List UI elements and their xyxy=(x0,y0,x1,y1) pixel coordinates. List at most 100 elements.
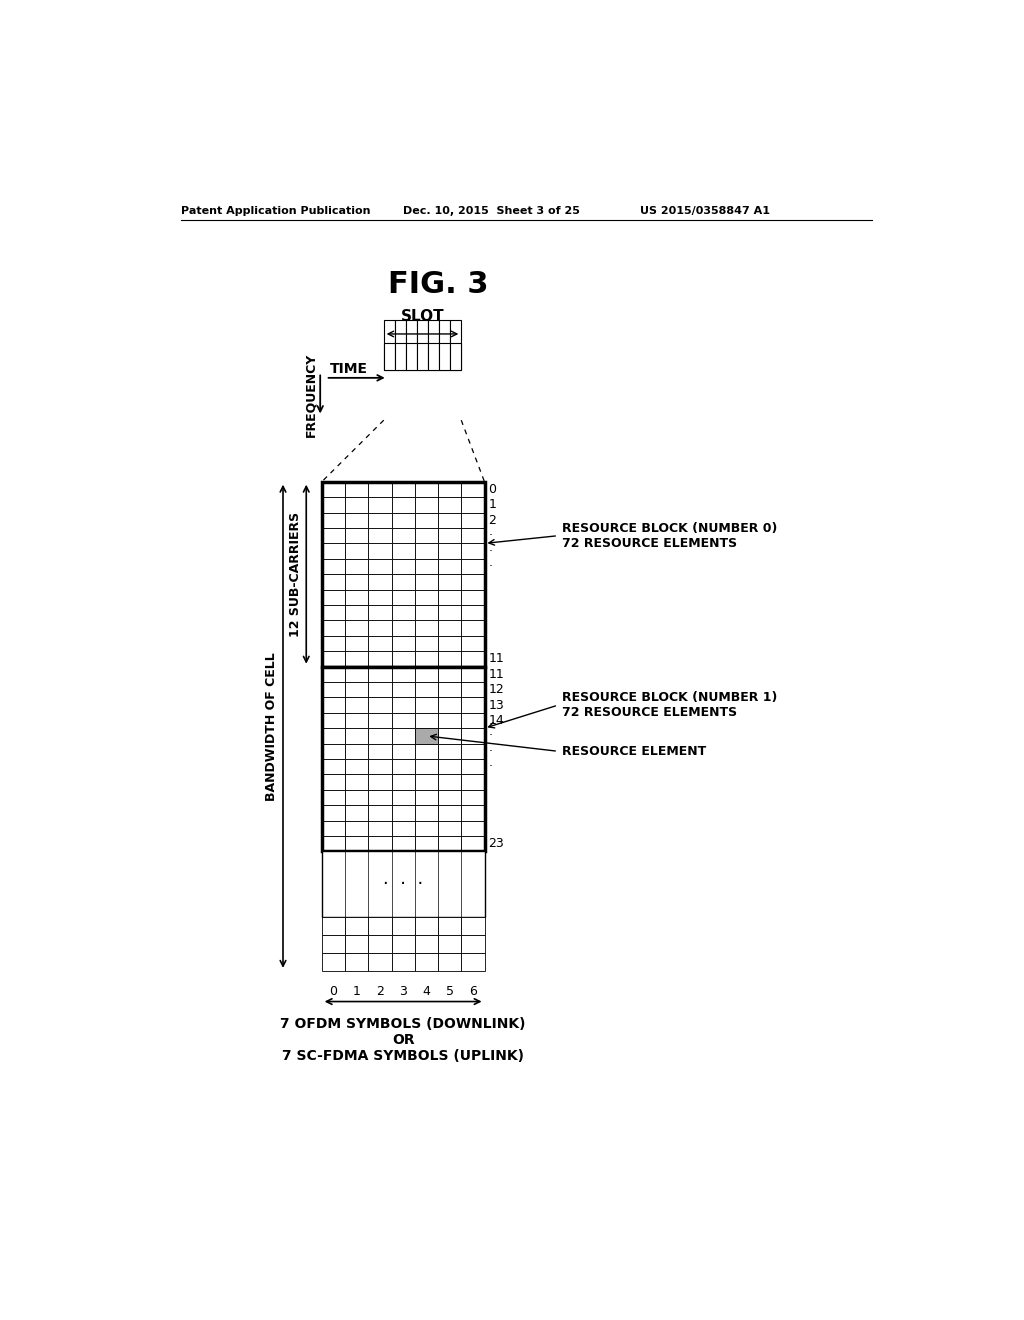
Bar xyxy=(345,743,369,759)
Bar xyxy=(391,805,415,821)
Bar xyxy=(461,620,484,636)
Bar xyxy=(322,667,345,682)
Bar xyxy=(438,558,461,574)
Bar xyxy=(461,682,484,697)
Text: ·  ·  ·: · · · xyxy=(383,875,423,894)
Bar xyxy=(438,590,461,605)
Bar xyxy=(415,697,438,713)
Bar xyxy=(391,935,415,953)
Bar xyxy=(391,605,415,620)
Text: BANDWIDTH OF CELL: BANDWIDTH OF CELL xyxy=(265,652,279,801)
Bar xyxy=(438,917,461,935)
Bar xyxy=(322,713,345,729)
Bar xyxy=(345,636,369,651)
Bar xyxy=(369,620,391,636)
Bar xyxy=(369,775,391,789)
Bar xyxy=(415,544,438,558)
Text: ·: · xyxy=(488,760,493,774)
Bar xyxy=(345,953,369,970)
Bar xyxy=(461,558,484,574)
Bar xyxy=(461,498,484,512)
Bar xyxy=(369,512,391,528)
Bar xyxy=(451,321,461,370)
Bar xyxy=(345,590,369,605)
Bar xyxy=(391,667,415,682)
Bar xyxy=(415,636,438,651)
Bar xyxy=(461,512,484,528)
Bar xyxy=(345,651,369,667)
Bar xyxy=(322,528,345,544)
Text: 0: 0 xyxy=(488,483,497,496)
Bar xyxy=(461,544,484,558)
Bar xyxy=(461,574,484,590)
Bar xyxy=(391,953,415,970)
Bar xyxy=(438,667,461,682)
Bar xyxy=(391,528,415,544)
Bar xyxy=(461,805,484,821)
Bar xyxy=(395,321,406,370)
Bar xyxy=(391,789,415,805)
Bar xyxy=(345,498,369,512)
Bar xyxy=(345,682,369,697)
Text: 12: 12 xyxy=(488,684,504,696)
Bar xyxy=(391,482,415,498)
Bar xyxy=(322,574,345,590)
Bar xyxy=(439,321,451,370)
Bar xyxy=(322,636,345,651)
Bar xyxy=(415,729,438,743)
Bar xyxy=(322,836,345,851)
Bar xyxy=(345,821,369,836)
Bar xyxy=(415,482,438,498)
Bar xyxy=(461,775,484,789)
Bar xyxy=(461,528,484,544)
Text: US 2015/0358847 A1: US 2015/0358847 A1 xyxy=(640,206,769,216)
Bar xyxy=(322,498,345,512)
Text: 0: 0 xyxy=(330,985,337,998)
Bar xyxy=(322,789,345,805)
Bar xyxy=(369,590,391,605)
Bar xyxy=(395,343,406,370)
Bar xyxy=(438,574,461,590)
Text: 11: 11 xyxy=(488,652,504,665)
Bar xyxy=(438,528,461,544)
Bar xyxy=(322,805,345,821)
Bar xyxy=(369,682,391,697)
Bar xyxy=(461,482,484,498)
Bar xyxy=(461,667,484,682)
Bar xyxy=(369,498,391,512)
Bar xyxy=(322,697,345,713)
Bar xyxy=(415,574,438,590)
Bar xyxy=(415,682,438,697)
Bar xyxy=(438,605,461,620)
Text: 2: 2 xyxy=(376,985,384,998)
Bar xyxy=(345,729,369,743)
Bar xyxy=(322,590,345,605)
Bar xyxy=(438,821,461,836)
Text: 12 SUB-CARRIERS: 12 SUB-CARRIERS xyxy=(289,512,302,636)
Bar xyxy=(345,836,369,851)
Bar xyxy=(415,590,438,605)
Bar xyxy=(415,775,438,789)
Bar xyxy=(438,498,461,512)
Bar xyxy=(322,953,345,970)
Bar xyxy=(391,498,415,512)
Bar xyxy=(345,667,369,682)
Bar xyxy=(369,836,391,851)
Bar xyxy=(391,836,415,851)
Bar xyxy=(461,759,484,775)
Bar xyxy=(415,605,438,620)
Text: 6: 6 xyxy=(469,985,477,998)
Bar xyxy=(438,544,461,558)
Bar xyxy=(415,743,438,759)
Bar xyxy=(438,789,461,805)
Bar xyxy=(415,498,438,512)
Bar xyxy=(384,343,395,370)
Bar xyxy=(391,544,415,558)
Bar xyxy=(369,729,391,743)
Bar xyxy=(369,759,391,775)
Bar xyxy=(369,789,391,805)
Bar xyxy=(428,321,439,370)
Bar xyxy=(391,743,415,759)
Bar xyxy=(415,512,438,528)
Bar xyxy=(322,667,484,851)
